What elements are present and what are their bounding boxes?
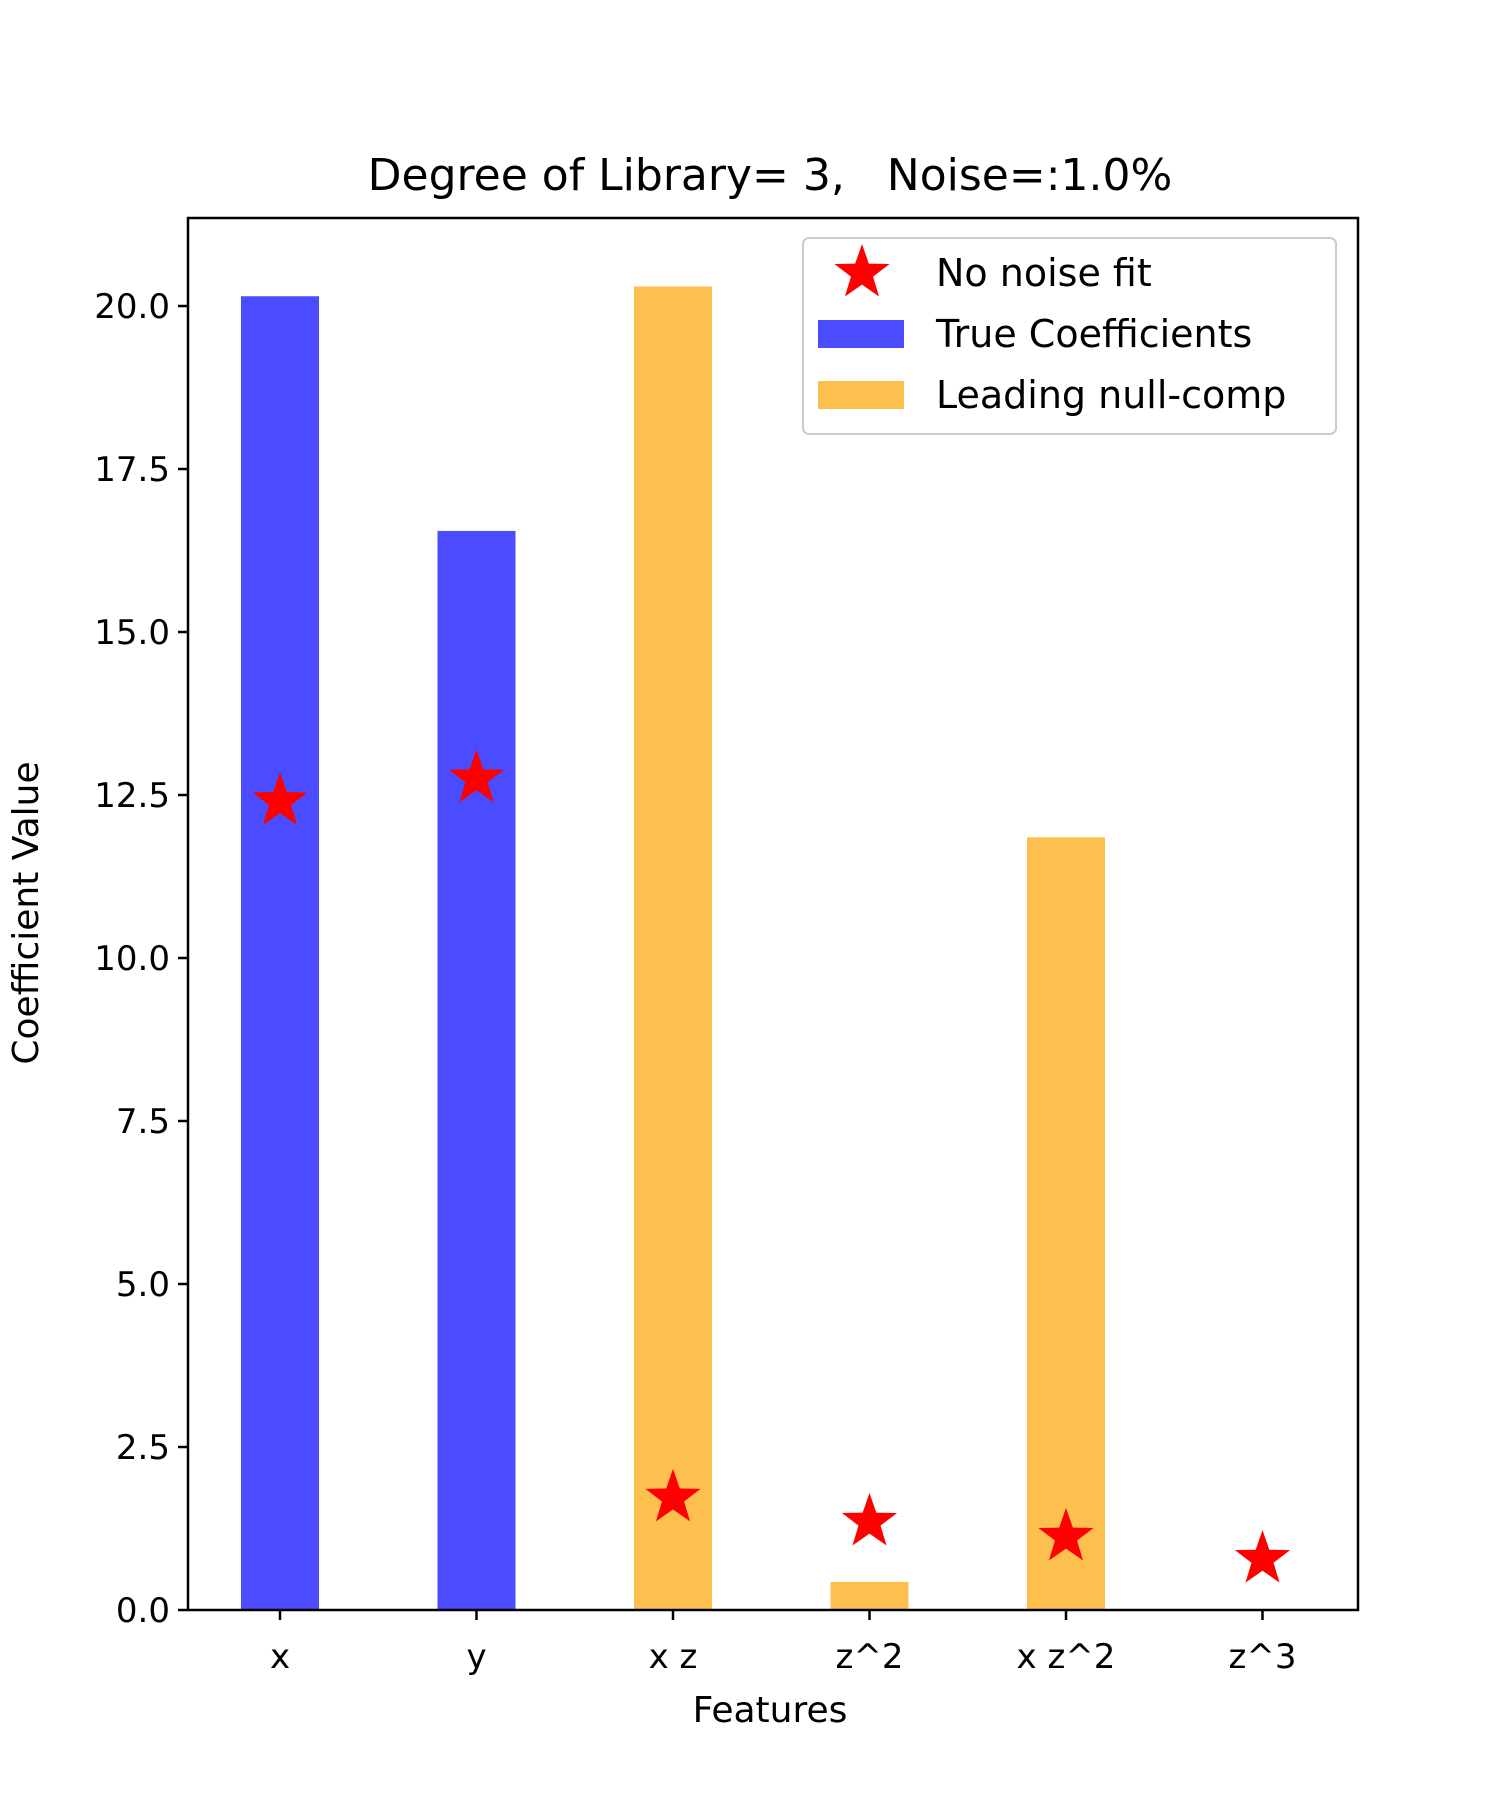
y-tick-label: 2.5 <box>116 1428 170 1468</box>
y-tick-label: 17.5 <box>94 450 170 490</box>
x-tick-label: x z <box>649 1637 698 1677</box>
bar-true-coefficients-0 <box>241 296 319 1610</box>
y-tick-label: 5.0 <box>116 1265 170 1305</box>
legend: No noise fit True Coefficients Leading nul… <box>802 237 1337 435</box>
legend-box <box>802 237 1337 435</box>
y-tick-label: 0.0 <box>116 1591 170 1631</box>
y-tick-label: 20.0 <box>94 287 170 327</box>
bar-leading-null-comp-4 <box>1027 837 1105 1610</box>
legend-label: Leading null-comp <box>936 373 1286 417</box>
star-marker-3 <box>841 1492 898 1546</box>
plot-frame <box>186 216 1360 1612</box>
y-tick-label: 7.5 <box>116 1102 170 1142</box>
star-marker-1 <box>448 749 505 803</box>
legend-star-icon <box>834 244 890 297</box>
x-tick-label: y <box>466 1637 486 1677</box>
star-marker-2 <box>645 1468 701 1522</box>
legend-label: No noise fit <box>936 251 1152 295</box>
bar-leading-null-comp-3 <box>830 1581 909 1610</box>
y-tick-label: 10.0 <box>94 939 170 979</box>
x-tick-label: z^3 <box>1229 1637 1297 1677</box>
legend-swatch <box>818 320 904 348</box>
y-tick-label: 15.0 <box>94 613 170 653</box>
star-marker-5 <box>1234 1530 1291 1583</box>
x-tick-label: z^2 <box>836 1637 904 1677</box>
legend-label: True Coefficients <box>935 312 1252 356</box>
x-tick-label: x <box>270 1637 290 1677</box>
y-axis-label: Coefficient Value <box>6 761 47 1064</box>
star-marker-4 <box>1038 1507 1094 1561</box>
plot-area: 0.0 2.5 5.0 7.5 10.0 12.5 15.0 17.5 20.0 x y x z z^2… <box>94 286 1296 1677</box>
legend-swatch <box>818 381 904 409</box>
bar-leading-null-comp-2 <box>634 286 712 1611</box>
x-axis-label: Features <box>693 1690 848 1731</box>
bar-true-coefficients-1 <box>437 530 516 1610</box>
chart-title: Degree of Library= 3, Noise=:1.0% <box>368 150 1173 201</box>
star-marker-0 <box>252 772 308 825</box>
x-tick-label: x z^2 <box>1017 1637 1116 1677</box>
y-tick-label: 12.5 <box>94 776 170 816</box>
